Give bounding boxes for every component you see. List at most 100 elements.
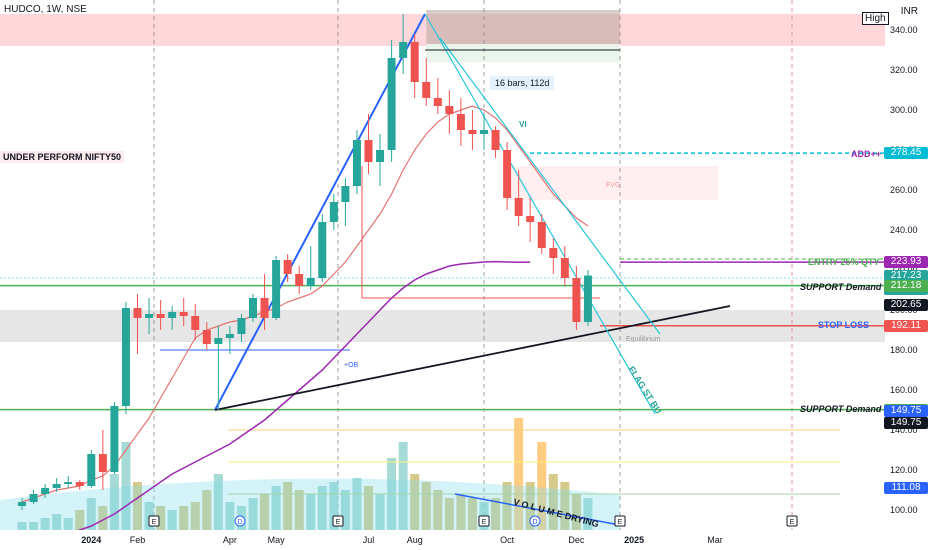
volume-bar	[121, 442, 131, 530]
volume-bar	[133, 482, 142, 530]
candle-body	[237, 318, 246, 334]
x-tick-label: Mar	[707, 535, 723, 545]
candle-body	[64, 482, 73, 484]
fvg-zone	[507, 166, 718, 200]
candle-body	[133, 308, 142, 318]
candle-body	[98, 454, 107, 472]
candle-body	[110, 406, 119, 472]
volume-bar	[109, 474, 119, 530]
time-axis-bg	[0, 530, 932, 550]
volume-bar	[525, 482, 535, 530]
price-label-box: 149.75	[884, 417, 928, 429]
volume-bar	[571, 494, 581, 530]
y-tick-label: 120.00	[890, 465, 918, 475]
candle-body	[225, 334, 234, 338]
y-tick-label: 340.00	[890, 25, 918, 35]
volume-bar	[86, 498, 96, 530]
candle-body	[572, 278, 581, 322]
volume-bar	[340, 490, 350, 530]
volume-bar	[456, 494, 466, 530]
candle-body	[456, 114, 465, 130]
sma-purple-line	[21, 260, 531, 550]
event-marker	[478, 515, 490, 527]
event-marker-letter: E	[482, 519, 487, 526]
price-label-box: 217.23	[884, 269, 928, 282]
volume-bar	[433, 490, 443, 530]
event-marker	[529, 515, 541, 527]
volume-bar	[364, 486, 373, 530]
candle-body	[526, 216, 535, 222]
candle-body	[399, 42, 408, 58]
candle-body	[121, 308, 130, 406]
y-tick-label: 260.00	[890, 185, 918, 195]
volume-bar	[283, 482, 293, 530]
volume-bar	[306, 494, 316, 530]
candle-body	[306, 278, 315, 286]
event-marker	[614, 515, 626, 527]
support-label-1: SUPPORT Demand Day	[800, 282, 901, 292]
volume-bar	[190, 502, 200, 530]
candle-body	[549, 248, 558, 258]
y-tick-label: 240.00	[890, 225, 918, 235]
y-tick-label: 100.00	[890, 505, 918, 515]
candle-body	[376, 150, 385, 162]
currency-label[interactable]: INR	[900, 6, 918, 17]
candle-body	[283, 260, 292, 274]
volume-bar	[548, 474, 558, 530]
volume-bar	[410, 474, 420, 530]
candle-body	[583, 275, 592, 322]
measure-box-lower	[426, 44, 620, 62]
candle-body	[433, 98, 442, 106]
volume-bar	[29, 522, 39, 530]
chart-header: HUDCO, 1W, NSE	[4, 4, 87, 15]
candle-body	[468, 130, 477, 134]
volume-bar	[179, 506, 189, 530]
candle-body	[295, 274, 304, 286]
volume-bar	[17, 522, 27, 530]
price-label-box: 111.08	[884, 481, 928, 494]
bars-range-label: 16 bars, 112d	[490, 76, 555, 90]
add-label: ADD++	[851, 149, 882, 159]
y-tick-label: 140.00	[890, 425, 918, 435]
flag-channel-upper	[439, 37, 661, 335]
candle-body	[272, 260, 281, 318]
candle-body	[202, 330, 211, 344]
volume-bar	[537, 442, 547, 530]
event-marker-letter: E	[152, 519, 157, 526]
y-tick-label: 320.00	[890, 65, 918, 75]
event-marker	[332, 515, 344, 527]
x-tick-label: Jul	[363, 535, 375, 545]
volume-bar	[583, 498, 593, 530]
volume-trend-line	[454, 493, 626, 527]
x-tick-label: 2024	[81, 535, 101, 545]
volume-bar	[467, 498, 477, 530]
price-label-box: 223.93	[884, 256, 928, 269]
support-label-2: SUPPORT Demand Day	[800, 404, 901, 414]
entry-label: ENTRY 25% QTY	[808, 257, 880, 267]
event-marker	[148, 515, 160, 527]
candle-body	[145, 314, 154, 318]
candle-body	[249, 298, 257, 318]
price-label-box: 278.45	[884, 147, 928, 160]
volume-bar	[294, 490, 304, 530]
price-label-box: 212.18	[884, 279, 928, 292]
x-tick-label: Oct	[500, 535, 515, 545]
candle-body	[156, 314, 165, 318]
volume-bar	[98, 506, 108, 530]
y-tick-label: 180.00	[890, 345, 918, 355]
measure-box	[426, 10, 620, 44]
y-tick-label: 300.00	[890, 105, 918, 115]
x-tick-label: Aug	[407, 535, 423, 545]
volume-bar	[352, 478, 362, 530]
volume-bar	[75, 510, 85, 530]
candle-body	[422, 82, 431, 98]
event-marker-letter: E	[336, 519, 341, 526]
flag-channel-lower	[424, 13, 656, 415]
symbol-title: HUDCO, 1W, NSE	[4, 4, 87, 15]
event-marker	[234, 515, 246, 527]
event-marker-letter: E	[790, 519, 795, 526]
volume-bar	[514, 418, 524, 530]
volume-bar	[491, 498, 501, 530]
volume-bar	[398, 442, 408, 530]
